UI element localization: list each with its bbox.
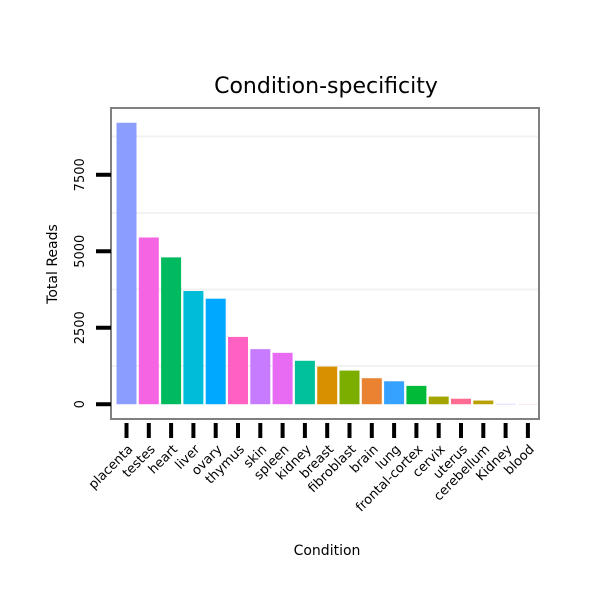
y-tick-label: 7500	[73, 158, 88, 191]
bar-testes	[138, 237, 159, 405]
bar-kidney	[294, 360, 315, 405]
bar-lung	[384, 381, 405, 405]
bar-spleen	[272, 352, 293, 405]
grid-lines	[112, 135, 538, 367]
bar-cervix	[428, 396, 449, 405]
bar-placenta	[116, 122, 137, 405]
y-tick-label: 2500	[73, 311, 88, 344]
x-axis-label: Condition	[294, 543, 361, 559]
bar-liver	[183, 291, 204, 405]
plot-frame	[110, 107, 540, 420]
bar-ovary	[205, 298, 226, 405]
bar-breast	[317, 366, 338, 405]
y-axis: 0 2500 5000 7500	[73, 158, 111, 408]
x-axis: placentatestesheartliverovarythymusskins…	[86, 423, 538, 515]
bar-heart	[161, 257, 182, 405]
bar-skin	[250, 349, 271, 405]
bar-cerebellum	[473, 400, 494, 405]
bar-fibroblast	[339, 370, 360, 405]
chart-title: Condition-specificity	[214, 74, 438, 99]
y-axis-label: Total Reads	[45, 224, 61, 305]
bar-thymus	[228, 336, 248, 405]
y-tick-label: 0	[73, 400, 88, 408]
bar-brain	[361, 378, 382, 405]
y-tick-label: 5000	[73, 235, 88, 268]
bar-frontal-cortex	[406, 385, 427, 405]
bar-uterus	[451, 398, 471, 405]
bars	[116, 122, 538, 405]
